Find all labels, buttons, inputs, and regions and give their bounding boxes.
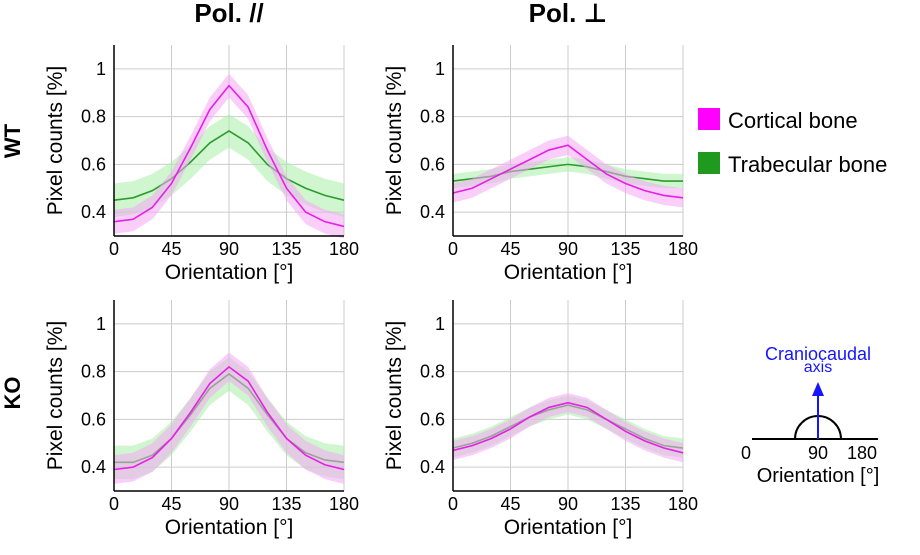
y-axis-title: Pixel counts [%] bbox=[44, 321, 67, 470]
x-tick-label: 135 bbox=[271, 239, 301, 259]
inset-xlabel: Orientation [°] bbox=[757, 465, 880, 487]
x-tick-label: 135 bbox=[610, 239, 640, 259]
y-axis-title: Pixel counts [%] bbox=[44, 66, 67, 215]
series-line-trabecular bbox=[113, 130, 345, 201]
series-line-cortical bbox=[452, 401, 684, 454]
x-tick-label: 180 bbox=[329, 239, 359, 259]
column-title-pol-perpendicular: Pol. ⊥ bbox=[529, 0, 608, 28]
y-tick-label: 0.4 bbox=[81, 457, 106, 477]
legend-label-cortical: Cortical bone bbox=[728, 108, 858, 133]
y-tick-label: 1 bbox=[435, 314, 445, 334]
x-tick-label: 45 bbox=[500, 494, 520, 514]
x-tick-label: 45 bbox=[161, 239, 181, 259]
inset-tick-180: 180 bbox=[847, 443, 877, 463]
chart-panel-2: 0 45 90 135 180 0.4 0.6 0.8 1 Orientation [°] Pixe… bbox=[44, 300, 359, 539]
row-label-wt: WT bbox=[0, 123, 25, 158]
inset-tick-0: 0 bbox=[741, 443, 751, 463]
x-tick-label: 180 bbox=[329, 494, 359, 514]
y-tick-label: 0.6 bbox=[420, 154, 445, 174]
y-tick-label: 0.6 bbox=[81, 409, 106, 429]
x-tick-label: 0 bbox=[448, 494, 458, 514]
x-axis-title: Orientation [°] bbox=[165, 516, 294, 539]
y-tick-label: 0.4 bbox=[81, 202, 106, 222]
series-line-cortical bbox=[113, 365, 345, 471]
inset-tick-90: 90 bbox=[808, 443, 828, 463]
x-tick-label: 180 bbox=[668, 239, 698, 259]
series-band-cortical bbox=[453, 135, 683, 208]
x-tick-label: 45 bbox=[500, 239, 520, 259]
x-tick-label: 90 bbox=[219, 239, 239, 259]
inset-axis-label-line2: axis bbox=[804, 359, 832, 376]
y-tick-label: 0.8 bbox=[81, 107, 106, 127]
series-band-cortical bbox=[453, 393, 683, 463]
x-tick-label: 45 bbox=[161, 494, 181, 514]
legend-swatch-trabecular bbox=[698, 152, 720, 174]
x-tick-label: 135 bbox=[271, 494, 301, 514]
y-tick-label: 0.6 bbox=[81, 154, 106, 174]
y-axis-title: Pixel counts [%] bbox=[383, 66, 406, 215]
y-tick-label: 0.8 bbox=[420, 107, 445, 127]
inset-axis-label-line1: Craniocaudal bbox=[765, 344, 871, 364]
chart-panel-0: 0 45 90 135 180 0.4 0.6 0.8 1 Orientation [°] Pixe… bbox=[44, 45, 359, 284]
column-title-pol-parallel: Pol. // bbox=[194, 0, 263, 28]
series-band-cortical bbox=[114, 73, 344, 239]
y-tick-label: 0.4 bbox=[420, 202, 445, 222]
y-tick-label: 1 bbox=[96, 59, 106, 79]
x-axis-title: Orientation [°] bbox=[165, 261, 294, 284]
x-tick-label: 90 bbox=[558, 494, 578, 514]
chart-panel-1: 0 45 90 135 180 0.4 0.6 0.8 1 Orientation [°] Pixe… bbox=[383, 45, 698, 284]
y-axis-title: Pixel counts [%] bbox=[383, 321, 406, 470]
y-tick-label: 1 bbox=[96, 314, 106, 334]
legend: Cortical bone Trabecular bone bbox=[698, 108, 887, 177]
x-tick-label: 180 bbox=[668, 494, 698, 514]
panels: 0 45 90 135 180 0.4 0.6 0.8 1 Orientation [°] Pixe… bbox=[44, 45, 698, 539]
x-tick-label: 0 bbox=[109, 239, 119, 259]
x-axis-title: Orientation [°] bbox=[504, 516, 633, 539]
series-line-cortical bbox=[113, 84, 345, 228]
y-tick-label: 0.8 bbox=[420, 362, 445, 382]
legend-swatch-cortical bbox=[698, 108, 720, 130]
legend-label-trabecular: Trabecular bone bbox=[728, 152, 887, 177]
x-tick-label: 135 bbox=[610, 494, 640, 514]
x-tick-label: 0 bbox=[448, 239, 458, 259]
y-tick-label: 1 bbox=[435, 59, 445, 79]
series-line-cortical bbox=[452, 144, 684, 199]
x-axis-title: Orientation [°] bbox=[504, 261, 633, 284]
orientation-inset: Craniocaudal axis 0 90 180 Orientation [… bbox=[741, 344, 879, 487]
y-tick-label: 0.8 bbox=[81, 362, 106, 382]
y-tick-label: 0.4 bbox=[420, 457, 445, 477]
x-tick-label: 0 bbox=[109, 494, 119, 514]
row-label-ko: KO bbox=[0, 377, 25, 410]
x-tick-label: 90 bbox=[558, 239, 578, 259]
series-band-cortical bbox=[114, 352, 344, 484]
y-tick-label: 0.6 bbox=[420, 409, 445, 429]
inset-arrow-head bbox=[812, 382, 824, 396]
x-tick-label: 90 bbox=[219, 494, 239, 514]
chart-panel-3: 0 45 90 135 180 0.4 0.6 0.8 1 Orientation [°] Pixe… bbox=[383, 300, 698, 539]
